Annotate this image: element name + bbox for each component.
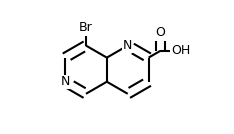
Text: Br: Br [79,21,93,34]
Text: OH: OH [172,44,191,57]
Text: O: O [155,26,165,39]
Text: N: N [60,75,70,88]
Text: N: N [123,39,132,52]
